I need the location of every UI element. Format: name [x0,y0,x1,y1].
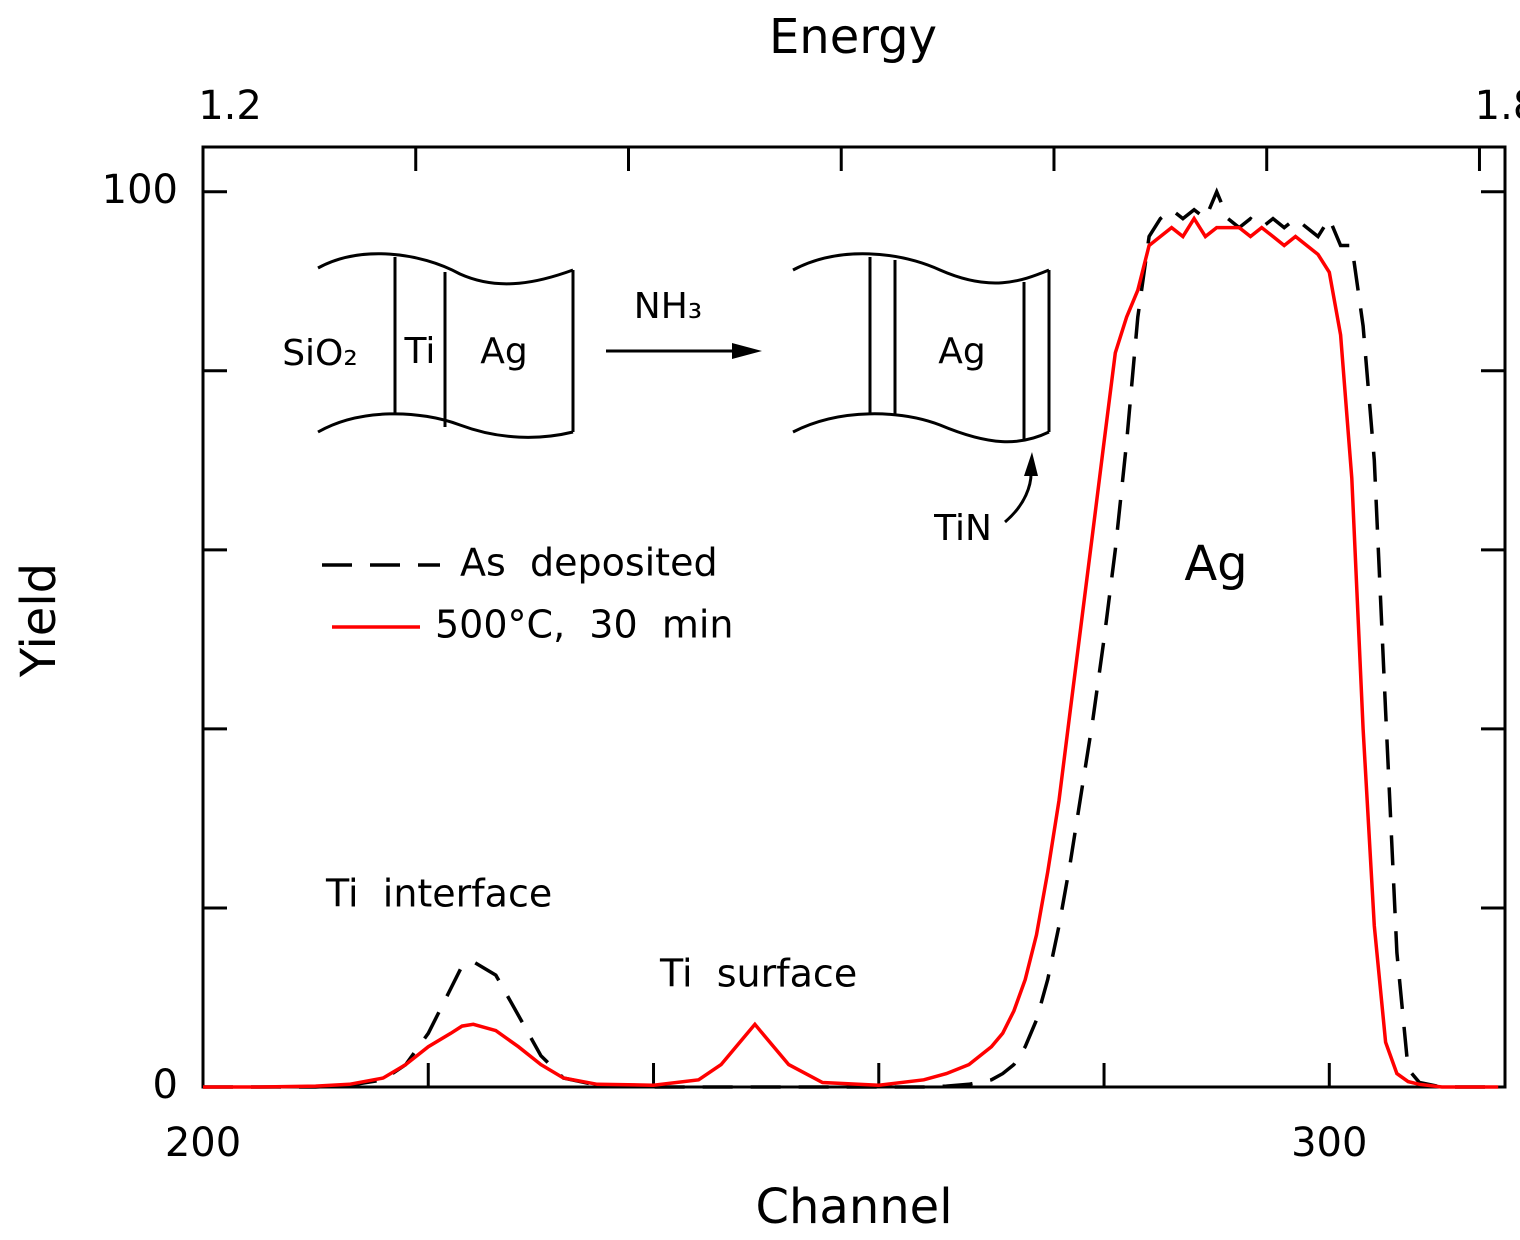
x2-tick-label: 1.8 [1475,83,1520,129]
diagram-outline [792,412,1050,444]
legend-label: 500°C, 30 min [435,603,733,647]
x2-axis-title: Energy [769,9,937,65]
diagram-label: Ti [404,331,436,372]
x-tick-label: 200 [165,1120,241,1166]
y-tick-label: 100 [102,167,178,213]
plot-frame [201,145,1507,1089]
diagram-label: Ag [480,331,527,372]
arrow-head [732,343,762,359]
annotation: TiN [933,508,992,549]
annotation: Ti surface [659,952,857,996]
y-tick-label: 0 [153,1062,178,1108]
diagram-outline [792,252,1050,285]
arrow [1004,469,1033,524]
x-tick-label: 300 [1291,1120,1367,1166]
data-line [203,187,1499,1089]
diagram-label: Ag [938,331,985,372]
data-line [203,215,1499,1089]
x-axis-title: Channel [755,1179,952,1235]
annotation: Ag [1184,536,1247,592]
y-axis-title: Yield [11,563,67,678]
layer-diagram [317,252,1051,524]
annotation: Ti interface [325,872,552,916]
legend-label: As deposited [460,541,718,585]
diagram-label: NH₃ [634,286,702,327]
diagram-outline [317,252,574,286]
diagram-label: SiO₂ [282,333,358,374]
x2-tick-label: 1.2 [198,83,262,129]
arrow-head [1024,452,1038,476]
diagram-outline [317,412,574,439]
